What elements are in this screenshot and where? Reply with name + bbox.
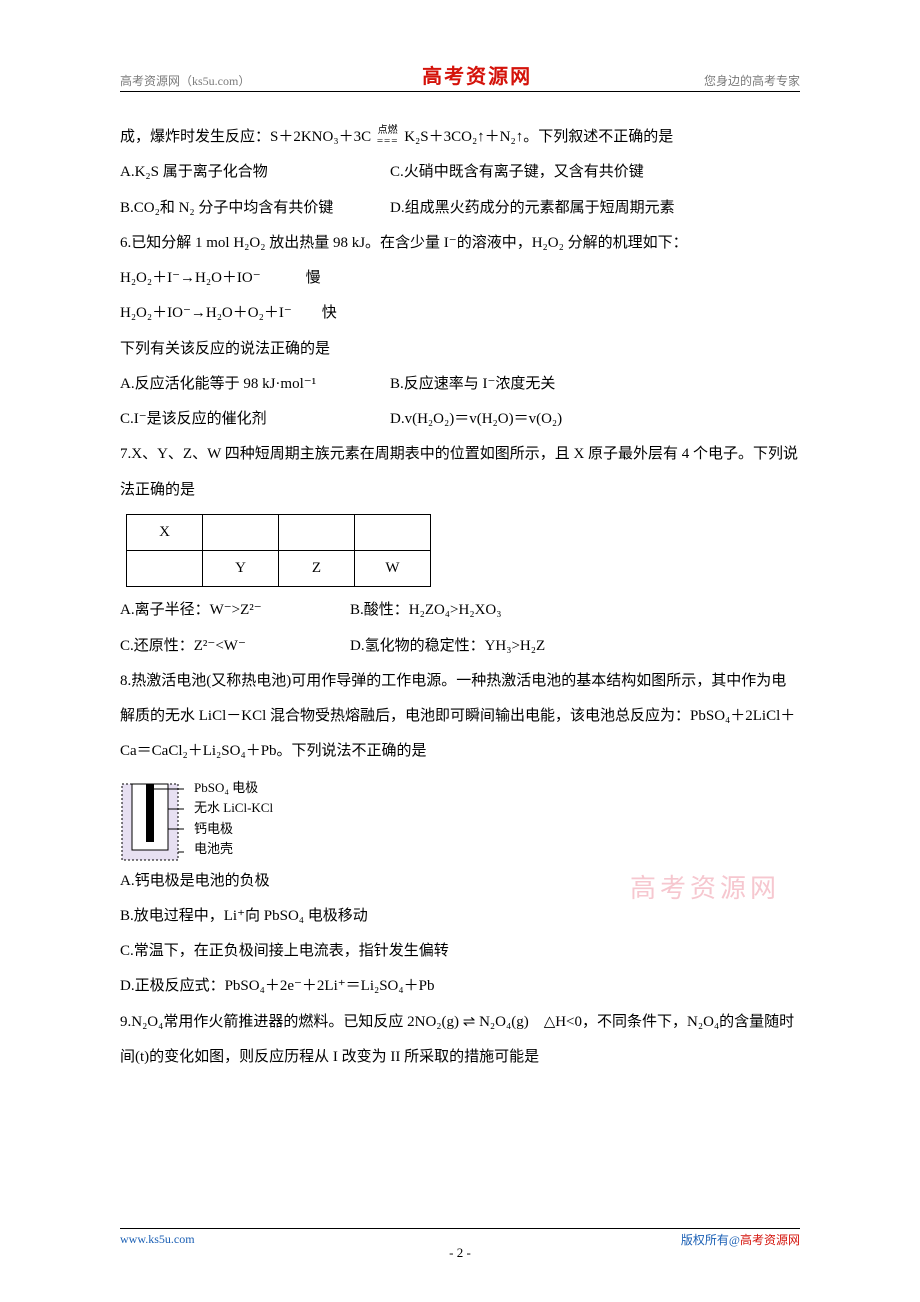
header-brand: 高考资源网 xyxy=(422,60,532,89)
cell-w: W xyxy=(355,551,431,587)
document-body: 成，爆炸时发生反应：S＋2KNO₃＋3C 点燃 === K₂S＋3CO₂↑＋N₂… xyxy=(120,120,800,1075)
q8-diagram: PbSO₄ 电极 无水 LiCl-KCl 钙电极 电池壳 xyxy=(120,776,800,862)
page-header: 高考资源网（ks5u.com） 高考资源网 您身边的高考专家 xyxy=(120,60,800,92)
q6-row-ab: A.反应活化能等于 98 kJ·mol⁻¹ B.反应速率与 I⁻浓度无关 xyxy=(120,367,800,402)
header-left-text: 高考资源网（ks5u.com） xyxy=(120,72,250,89)
cell-z: Z xyxy=(279,551,355,587)
q5-continuation: 成，爆炸时发生反应：S＋2KNO₃＋3C 点燃 === K₂S＋3CO₂↑＋N₂… xyxy=(120,120,800,155)
q6-opt-c: C.I⁻是该反应的催化剂 xyxy=(120,402,390,437)
page-footer: www.ks5u.com - 2 - 版权所有@高考资源网 xyxy=(120,1228,800,1248)
q8-opt-a: A.钙电极是电池的负极 xyxy=(120,864,800,899)
header-right-text: 您身边的高考专家 xyxy=(704,72,800,89)
q8-opt-d: D.正极反应式：PbSO₄＋2e⁻＋2Li⁺＝Li₂SO₄＋Pb xyxy=(120,969,800,1004)
cell-empty xyxy=(203,514,279,550)
table-row: Y Z W xyxy=(127,551,431,587)
q6-eq2: H₂O₂＋IO⁻→H₂O＋O₂＋I⁻ 快 xyxy=(120,296,800,331)
q8-opt-b: B.放电过程中，Li⁺向 PbSO₄ 电极移动 xyxy=(120,899,800,934)
q7-opt-b: B.酸性：H₂ZO₄>H₂XO₃ xyxy=(350,593,501,628)
q7-periodic-table: X Y Z W xyxy=(126,514,431,588)
q6-opt-a: A.反应活化能等于 98 kJ·mol⁻¹ xyxy=(120,367,390,402)
q5-opt-c: C.火硝中既含有离子键，又含有共价键 xyxy=(390,155,644,190)
q7-row-ab: A.离子半径：W⁻>Z²⁻ B.酸性：H₂ZO₄>H₂XO₃ xyxy=(120,593,800,628)
page: 高考资源网（ks5u.com） 高考资源网 您身边的高考专家 成，爆炸时发生反应… xyxy=(0,0,920,1302)
q5-row-bd: B.CO₂和 N₂ 分子中均含有共价键 D.组成黑火药成分的元素都属于短周期元素 xyxy=(120,191,800,226)
q6-ask: 下列有关该反应的说法正确的是 xyxy=(120,332,800,367)
reaction-condition: 点燃 === xyxy=(377,126,399,147)
q5-opt-b: B.CO₂和 N₂ 分子中均含有共价键 xyxy=(120,191,390,226)
battery-label-1: PbSO₄ 电极 xyxy=(194,778,273,798)
q9-stem: 9.N₂O₄常用作火箭推进器的燃料。已知反应 2NO₂(g) ⇌ N₂O₄(g)… xyxy=(120,1005,800,1076)
cell-empty xyxy=(355,514,431,550)
battery-labels: PbSO₄ 电极 无水 LiCl-KCl 钙电极 电池壳 xyxy=(194,778,273,859)
cell-empty xyxy=(279,514,355,550)
q5-row-ac: A.K₂S 属于离子化合物 C.火硝中既含有离子键，又含有共价键 xyxy=(120,155,800,190)
q5-opt-d: D.组成黑火药成分的元素都属于短周期元素 xyxy=(390,191,675,226)
q6-opt-d: D.v(H₂O₂)＝v(H₂O)＝v(O₂) xyxy=(390,402,562,437)
q8-opt-c: C.常温下，在正负极间接上电流表，指针发生偏转 xyxy=(120,934,800,969)
table-row: X xyxy=(127,514,431,550)
q8-stem: 8.热激活电池(又称热电池)可用作导弹的工作电源。一种热激活电池的基本结构如图所… xyxy=(120,664,800,770)
cell-x: X xyxy=(127,514,203,550)
q6-opt-b: B.反应速率与 I⁻浓度无关 xyxy=(390,367,555,402)
battery-label-4: 电池壳 xyxy=(194,839,273,859)
q7-row-cd: C.还原性：Z²⁻<W⁻ D.氢化物的稳定性：YH₃>H₂Z xyxy=(120,629,800,664)
reaction-eq: === xyxy=(377,136,399,147)
battery-label-2: 无水 LiCl-KCl xyxy=(194,798,273,818)
battery-label-3: 钙电极 xyxy=(194,819,273,839)
footer-page-number: - 2 - xyxy=(120,1245,800,1261)
q6-stem: 6.已知分解 1 mol H₂O₂ 放出热量 98 kJ。在含少量 I⁻的溶液中… xyxy=(120,226,800,261)
q6-row-cd: C.I⁻是该反应的催化剂 D.v(H₂O₂)＝v(H₂O)＝v(O₂) xyxy=(120,402,800,437)
cell-y: Y xyxy=(203,551,279,587)
q6-eq1: H₂O₂＋I⁻→H₂O＋IO⁻ 慢 xyxy=(120,261,800,296)
q5-text-b: K₂S＋3CO₂↑＋N₂↑。下列叙述不正确的是 xyxy=(404,129,673,145)
cell-empty xyxy=(127,551,203,587)
battery-icon xyxy=(120,776,186,862)
q5-opt-a: A.K₂S 属于离子化合物 xyxy=(120,155,390,190)
q5-text-a: 成，爆炸时发生反应：S＋2KNO₃＋3C xyxy=(120,129,371,145)
q7-opt-d: D.氢化物的稳定性：YH₃>H₂Z xyxy=(350,629,545,664)
q7-opt-a: A.离子半径：W⁻>Z²⁻ xyxy=(120,593,350,628)
q7-stem: 7.X、Y、Z、W 四种短周期主族元素在周期表中的位置如图所示，且 X 原子最外… xyxy=(120,437,800,508)
q7-opt-c: C.还原性：Z²⁻<W⁻ xyxy=(120,629,350,664)
